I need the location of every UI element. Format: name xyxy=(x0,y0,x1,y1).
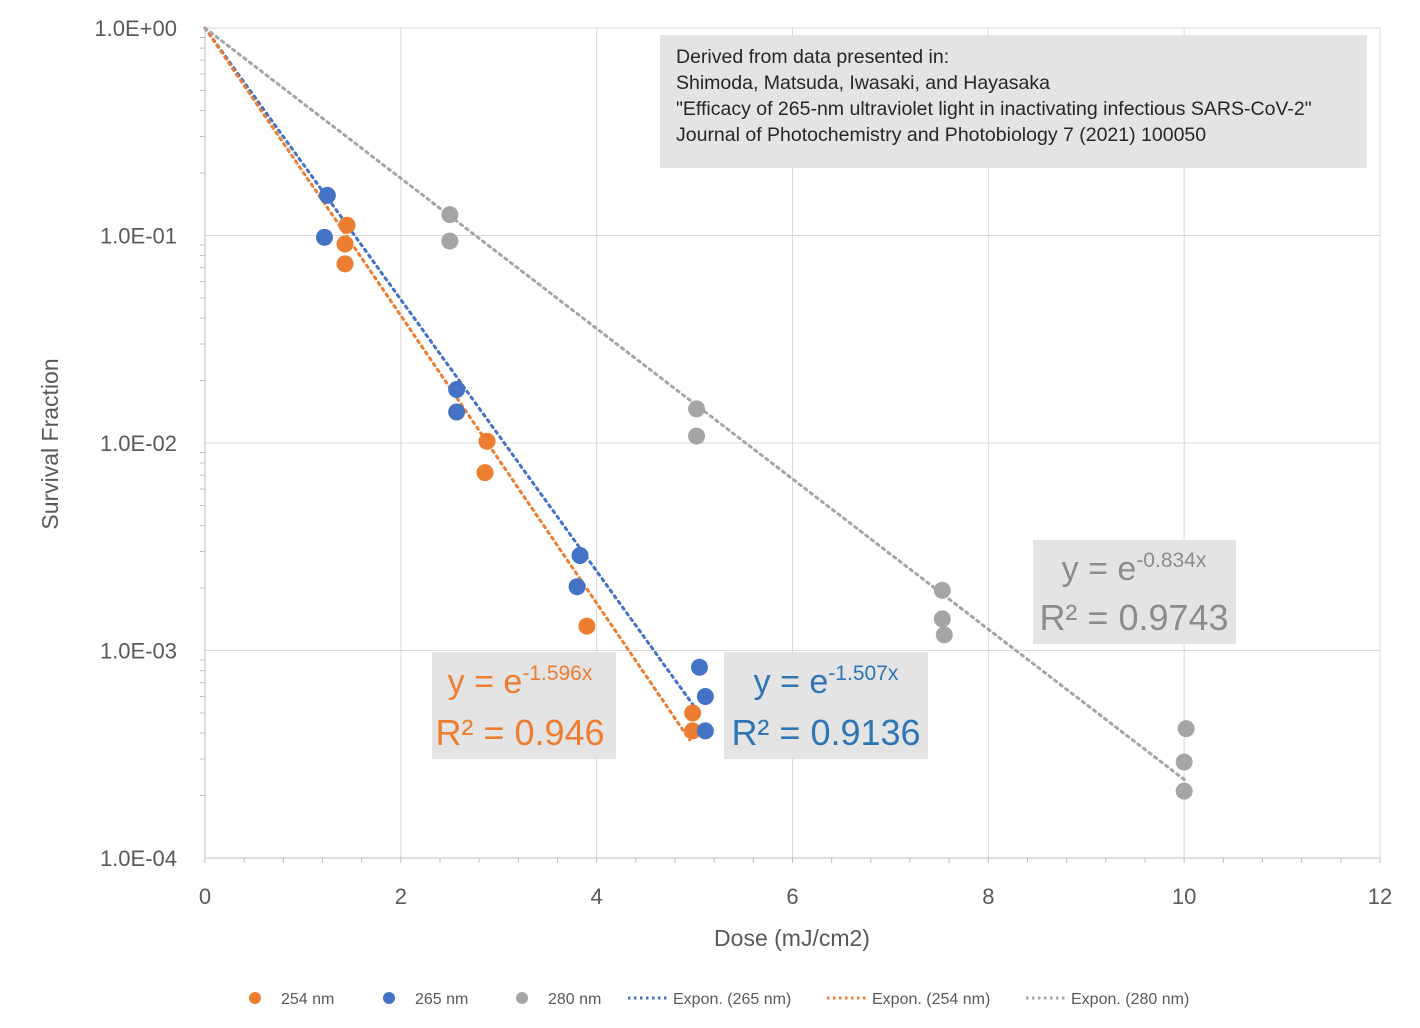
x-axis-title: Dose (mJ/cm2) xyxy=(714,925,870,951)
equation-exponent: -0.834x xyxy=(1136,549,1207,572)
data-point xyxy=(441,206,459,224)
data-point xyxy=(933,610,951,628)
equation-base: y = e xyxy=(754,663,829,701)
r-squared-text: R² = 0.946 xyxy=(435,712,604,753)
equation-text: y = e-1.596x xyxy=(448,662,593,701)
data-point xyxy=(336,235,354,253)
x-tick-label: 12 xyxy=(1368,884,1392,909)
equation-box xyxy=(724,652,928,759)
x-tick-label: 4 xyxy=(591,884,603,909)
x-tick-label: 8 xyxy=(982,884,994,909)
equation-box xyxy=(1033,540,1236,644)
data-points xyxy=(315,186,1195,800)
data-point xyxy=(933,581,951,599)
data-point xyxy=(684,722,702,740)
x-tick-label: 6 xyxy=(786,884,798,909)
data-point xyxy=(696,688,714,706)
data-point xyxy=(688,427,706,445)
legend-label: Expon. (280 nm) xyxy=(1071,991,1189,1008)
equation-box xyxy=(432,652,616,759)
legend-label: Expon. (265 nm) xyxy=(673,991,791,1008)
legend-label: 265 nm xyxy=(415,991,468,1008)
axes: 0 2 4 6 8 10 12 1.0E+00 1.0E-01 1.0E-02 1.0E-03 1.0… xyxy=(94,16,1392,909)
trendline xyxy=(203,26,697,709)
data-point xyxy=(448,381,466,399)
data-point xyxy=(935,626,953,644)
legend-label: 254 nm xyxy=(281,991,334,1008)
annotation-line: Derived from data presented in: xyxy=(676,46,949,68)
legend: 254 nm 265 nm 280 nm Expon. (265 nm) Expon. … xyxy=(249,991,1189,1008)
data-point xyxy=(688,400,706,418)
equation-base: y = e xyxy=(1062,550,1137,588)
x-tick-label: 0 xyxy=(199,884,211,909)
r-squared-text: R² = 0.9136 xyxy=(731,712,920,753)
equation-text: y = e-1.507x xyxy=(754,662,899,701)
x-tick-label: 2 xyxy=(395,884,407,909)
data-point xyxy=(318,186,336,204)
source-annotation: Derived from data presented in: Shimoda, … xyxy=(660,35,1367,168)
equation-base: y = e xyxy=(448,663,523,701)
data-point xyxy=(684,704,702,722)
trendline xyxy=(203,26,692,742)
data-point xyxy=(476,464,494,482)
data-point xyxy=(1175,782,1193,800)
y-tick-label: 1.0E+00 xyxy=(94,16,177,41)
data-point xyxy=(578,617,596,635)
legend-marker xyxy=(249,992,261,1004)
r-squared-text: R² = 0.9743 xyxy=(1039,597,1228,638)
data-point xyxy=(696,722,714,740)
data-point xyxy=(336,255,354,273)
annotation-line: Shimoda, Matsuda, Iwasaki, and Hayasaka xyxy=(676,72,1050,94)
legend-marker xyxy=(516,992,528,1004)
data-point xyxy=(690,658,708,676)
data-point xyxy=(441,232,459,250)
data-point xyxy=(315,228,333,246)
data-point xyxy=(571,546,589,564)
legend-marker xyxy=(383,992,395,1004)
data-point xyxy=(448,403,466,421)
legend-label: 280 nm xyxy=(548,991,601,1008)
equation-text: y = e-0.834x xyxy=(1062,549,1207,588)
x-tick-label: 10 xyxy=(1172,884,1196,909)
data-point xyxy=(1177,720,1195,738)
data-point xyxy=(338,216,356,234)
equation-exponent: -1.596x xyxy=(522,662,593,685)
data-point xyxy=(568,578,586,596)
y-tick-label: 1.0E-04 xyxy=(100,846,177,871)
legend-label: Expon. (254 nm) xyxy=(872,991,990,1008)
annotation-line: Journal of Photochemistry and Photobiolo… xyxy=(676,124,1206,146)
y-tick-label: 1.0E-01 xyxy=(100,224,177,249)
y-tick-label: 1.0E-02 xyxy=(100,431,177,456)
annotation-line: "Efficacy of 265-nm ultraviolet light in… xyxy=(676,98,1312,120)
y-tick-label: 1.0E-03 xyxy=(100,639,177,664)
equation-exponent: -1.507x xyxy=(828,662,899,685)
annotation-box xyxy=(660,35,1367,168)
data-point xyxy=(478,432,496,450)
data-point xyxy=(1175,753,1193,771)
y-axis-title: Survival Fraction xyxy=(37,358,63,529)
